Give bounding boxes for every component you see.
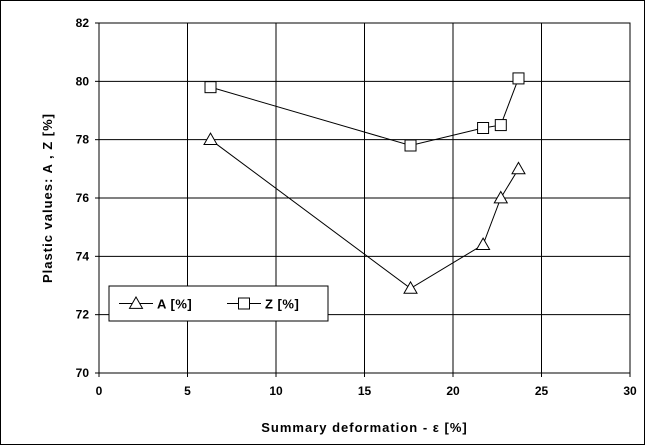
x-tick-label: 5 [184,384,191,398]
series [203,72,526,294]
legend: A [%] Z [%] [108,285,329,322]
x-tick-label: 10 [269,384,283,398]
x-tick-label: 25 [535,384,549,398]
square-marker [477,122,490,134]
y-tick-label: 82 [76,16,90,30]
y-tick-label: 70 [76,366,90,380]
x-axis-title: Summary deformation - ε [%] [261,420,468,435]
legend-square-icon [238,297,250,310]
x-tick-label: 15 [358,384,372,398]
square-marker [512,72,525,85]
x-tick-label: 0 [96,384,103,398]
series-0 [203,132,526,294]
legend-item: A [%] [119,295,192,312]
y-tick-label: 80 [76,74,90,88]
legend-label: Z [%] [265,297,299,312]
y-axis-ticks: 70 72 74 76 78 80 82 [76,16,99,380]
x-axis-ticks: 0 5 10 15 20 25 30 [96,373,637,398]
square-marker [404,139,417,152]
y-tick-label: 74 [76,249,90,263]
triangle-marker [493,190,509,204]
legend-label: A [%] [157,297,192,312]
y-axis-title: Plastic values: A , Z [%] [40,113,55,283]
square-marker [494,119,507,132]
legend-item: Z [%] [227,297,299,312]
series-1 [204,72,525,152]
y-tick-label: 78 [76,133,90,147]
triangle-marker [475,237,491,251]
x-tick-label: 20 [446,384,460,398]
y-tick-label: 76 [76,191,90,205]
triangle-marker [403,280,418,294]
y-tick-label: 72 [76,308,90,322]
triangle-marker [203,132,218,146]
legend-triangle-icon [128,295,144,309]
triangle-marker [511,161,526,175]
square-marker [204,81,217,94]
x-tick-label: 30 [623,384,637,398]
